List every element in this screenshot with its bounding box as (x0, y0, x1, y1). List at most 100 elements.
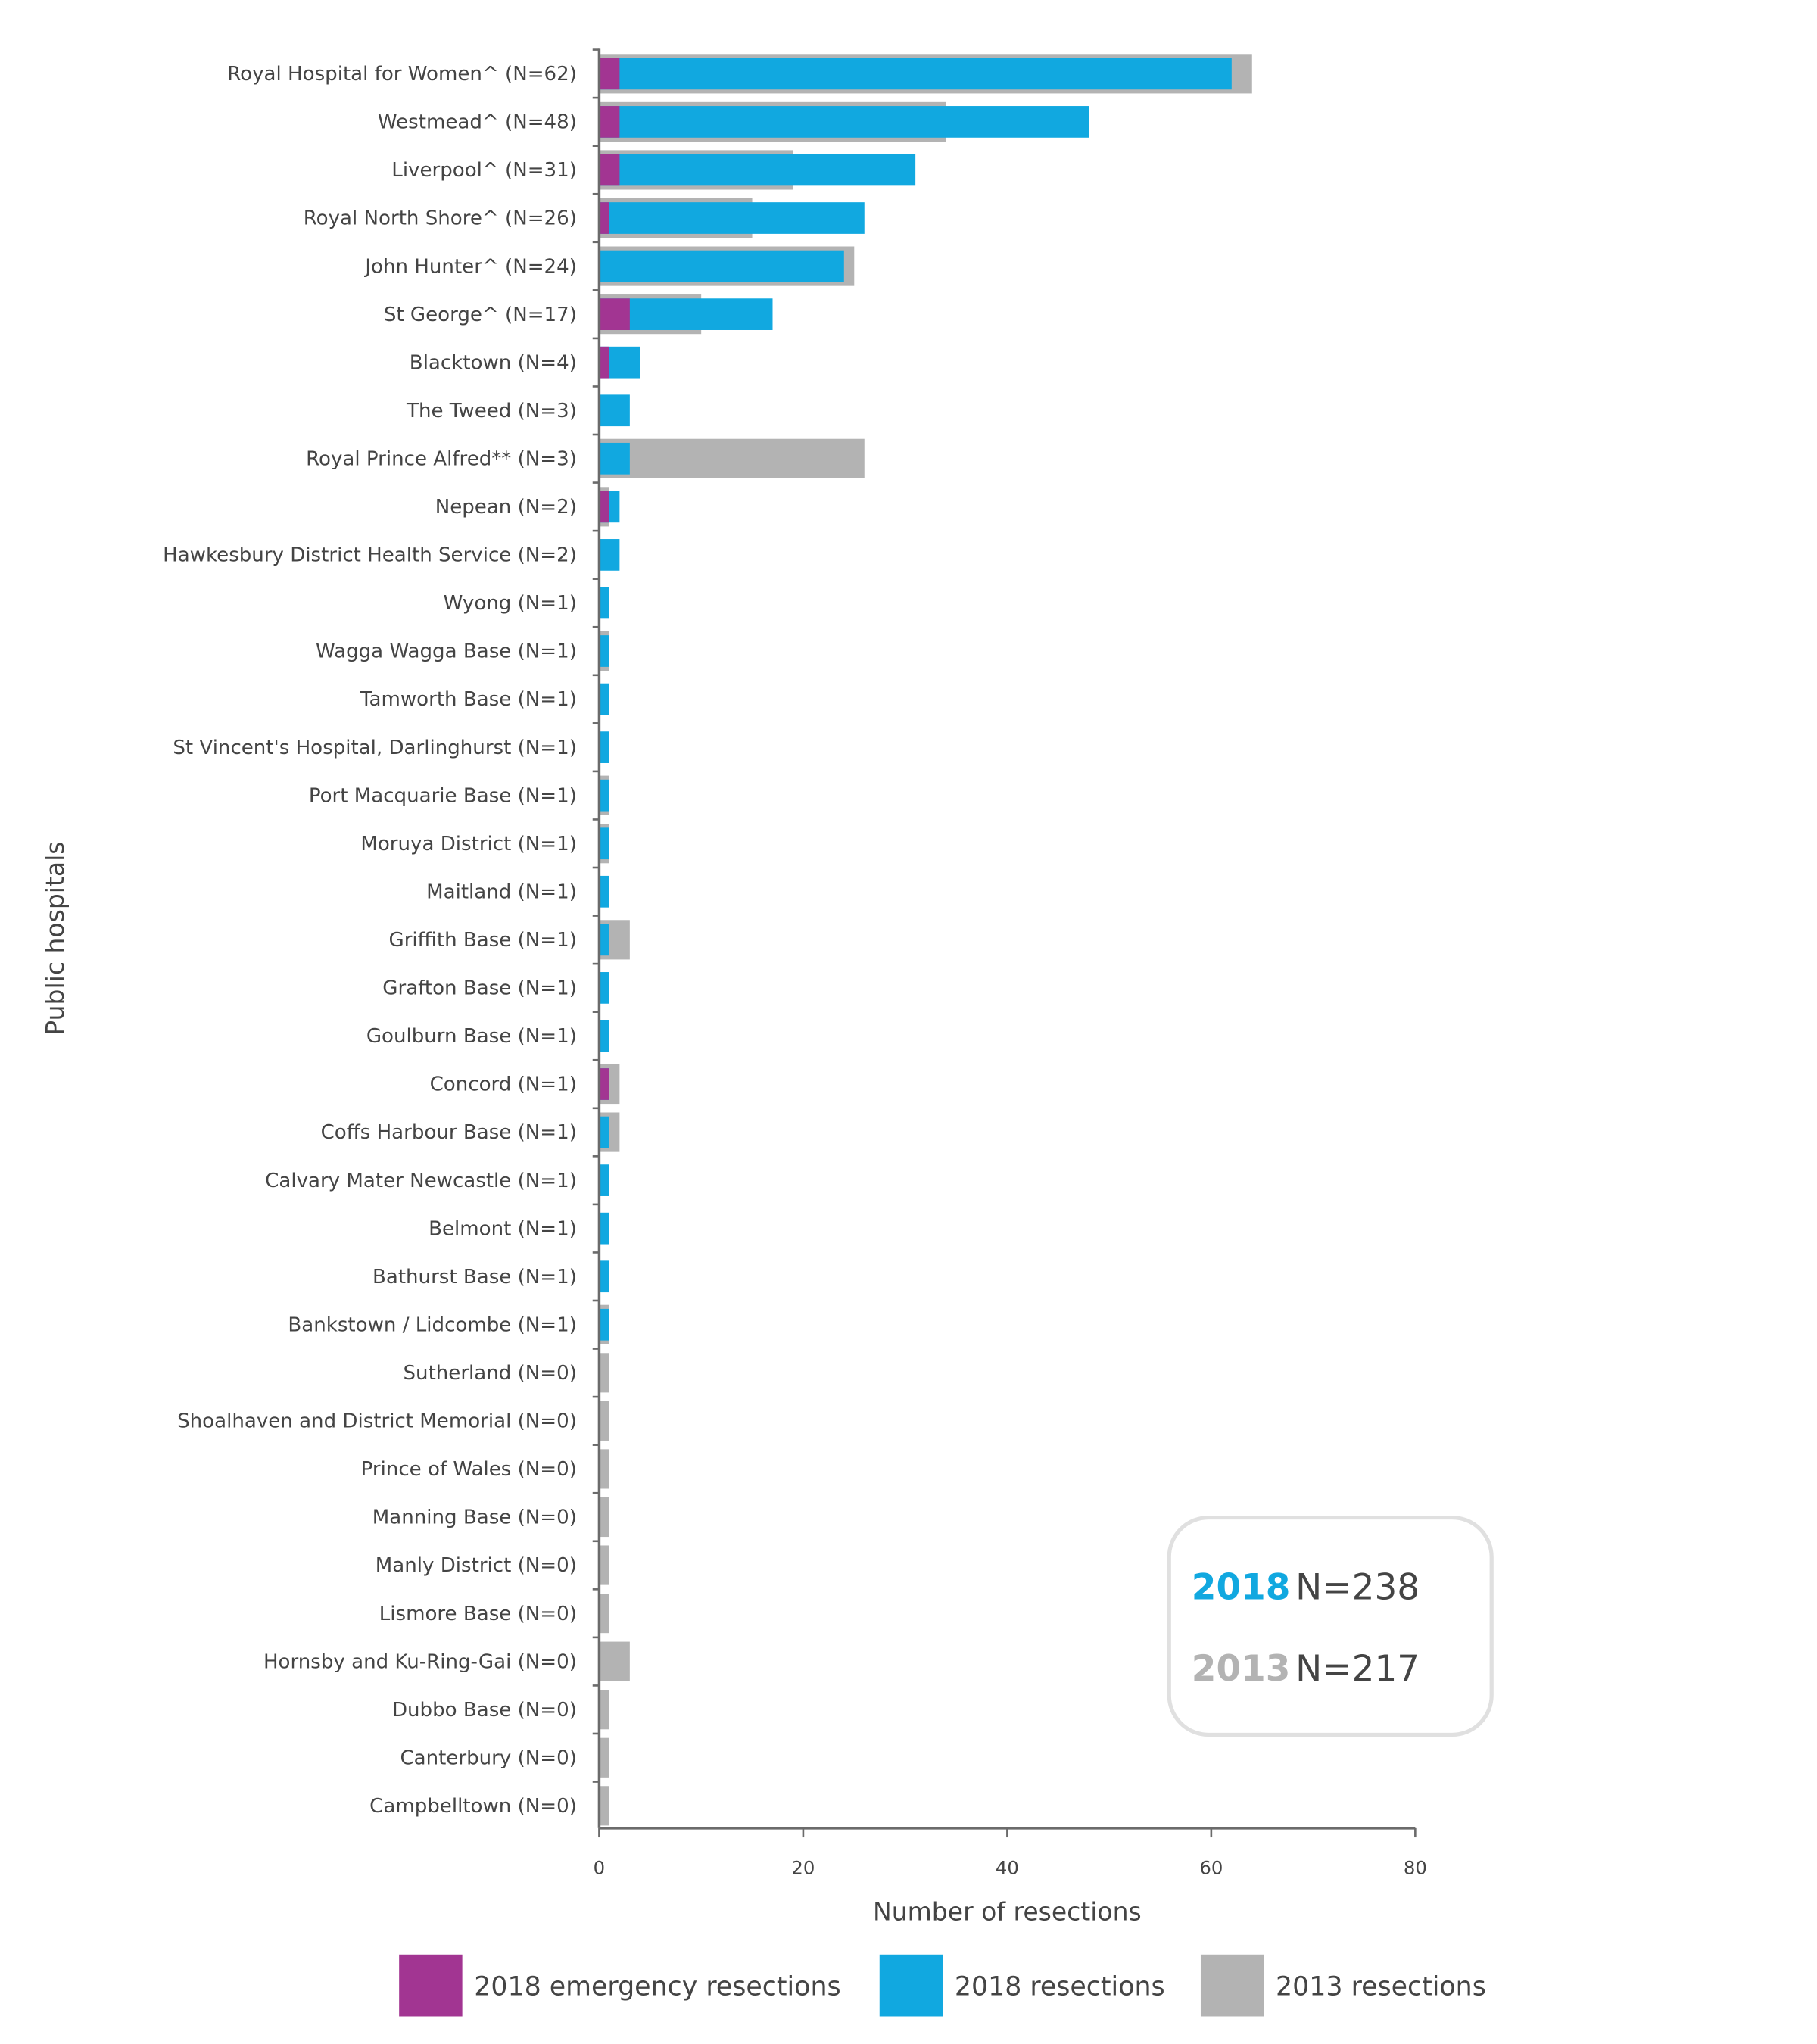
bar-2013-resections (599, 1353, 609, 1393)
category-label: Goulburn Base (N=1) (366, 1025, 577, 1048)
category-label: Sutherland (N=0) (404, 1362, 577, 1385)
legend-label-2018: 2018 resections (955, 1972, 1165, 2002)
x-tick-label: 40 (996, 1857, 1019, 1879)
bar-2018-emergency-resections (599, 202, 609, 234)
category-label: Lismore Base (N=0) (379, 1603, 577, 1625)
bar-2018-resections (599, 683, 609, 715)
bar-2018-resections (599, 539, 620, 571)
bar-2018-emergency-resections (599, 346, 609, 379)
bar-2018-emergency-resections (599, 298, 630, 330)
category-label: Coffs Harbour Base (N=1) (321, 1121, 577, 1144)
summary-n-2013: N=217 (1295, 1648, 1420, 1690)
bars-group (599, 54, 1252, 1826)
category-label: Maitland (N=1) (426, 880, 577, 903)
category-label: Hawkesbury District Health Service (N=2) (163, 544, 577, 567)
y-axis-title: Public hospitals (40, 841, 70, 1035)
category-label: St George^ (N=17) (384, 304, 577, 326)
bar-2018-emergency-resections (599, 1068, 609, 1100)
bar-2018-resections (599, 250, 844, 282)
category-label: Griffith Base (N=1) (389, 929, 577, 952)
bar-2018-resections (599, 875, 609, 908)
category-label: Calvary Mater Newcastle (N=1) (265, 1170, 577, 1192)
x-tick-label: 0 (594, 1857, 605, 1879)
x-tick-label: 20 (791, 1857, 815, 1879)
category-label: Liverpool^ (N=31) (391, 159, 577, 182)
category-label: Hornsby and Ku-Ring-Gai (N=0) (263, 1650, 577, 1673)
bar-2013-resections (599, 1690, 609, 1730)
legend: 2018 emergency resections 2018 resection… (399, 1954, 1486, 2017)
bar-2018-resections (599, 442, 630, 475)
bar-2018-resections (599, 924, 609, 956)
legend-swatch-emergency (399, 1954, 463, 2017)
bar-2018-resections (599, 58, 1232, 90)
bar-2018-resections (599, 972, 609, 1004)
x-axis-title: Number of resections (873, 1897, 1142, 1927)
bar-2018-resections (599, 1260, 609, 1293)
category-label: Nepean (N=2) (435, 496, 577, 519)
legend-label-emergency: 2018 emergency resections (474, 1972, 840, 2002)
category-label: St Vincent's Hospital, Darlinghurst (N=1… (173, 737, 576, 759)
category-label: Canterbury (N=0) (400, 1746, 576, 1769)
legend-label-2013: 2013 resections (1276, 1972, 1486, 2002)
bar-2018-resections (599, 779, 609, 812)
bar-2018-resections (599, 827, 609, 860)
legend-swatch-2013 (1200, 1954, 1264, 2017)
category-label: Westmead^ (N=48) (378, 111, 577, 134)
category-label: John Hunter^ (N=24) (363, 255, 577, 278)
category-label: Port Macquarie Base (N=1) (309, 784, 577, 807)
category-label: Bathurst Base (N=1) (372, 1266, 577, 1288)
bar-2018-resections (599, 1212, 609, 1245)
bar-2018-resections (599, 394, 630, 427)
summary-n-2018: N=238 (1295, 1566, 1420, 1608)
bar-2013-resections (599, 438, 865, 478)
bar-2013-resections (599, 1737, 609, 1778)
bar-2018-resections (599, 635, 609, 667)
bar-2018-emergency-resections (599, 106, 620, 138)
category-label: Bankstown / Lidcombe (N=1) (288, 1313, 576, 1336)
summary-box: 2018 N=238 2013 N=217 (1167, 1515, 1494, 1737)
bar-2013-resections (599, 1786, 609, 1826)
bar-2013-resections (599, 1545, 609, 1585)
x-tick-label: 80 (1404, 1857, 1427, 1879)
x-tick-label: 60 (1199, 1857, 1223, 1879)
bar-2018-resections (599, 202, 865, 234)
bar-2018-resections (599, 106, 1089, 138)
category-label: Shoalhaven and District Memorial (N=0) (177, 1410, 577, 1433)
bar-2013-resections (599, 1594, 609, 1634)
bar-2018-resections (599, 1116, 609, 1148)
category-label: Campbelltown (N=0) (369, 1795, 577, 1818)
bar-2013-resections (599, 1449, 609, 1489)
category-label: The Tweed (N=3) (406, 400, 577, 422)
category-label: Belmont (N=1) (429, 1217, 577, 1240)
bar-2018-resections (599, 1164, 609, 1196)
legend-swatch-2018 (879, 1954, 943, 2017)
bar-2018-emergency-resections (599, 491, 609, 523)
bar-2013-resections (599, 1641, 630, 1681)
category-label: Royal Prince Alfred** (N=3) (306, 447, 577, 470)
category-label: Blacktown (N=4) (410, 351, 577, 374)
bar-2018-resections (599, 731, 609, 763)
category-label: Wagga Wagga Base (N=1) (316, 640, 577, 663)
category-label: Royal Hospital for Women^ (N=62) (227, 63, 577, 86)
category-label: Tamworth Base (N=1) (360, 688, 577, 711)
bar-2018-resections (599, 587, 609, 619)
category-label: Moruya District (N=1) (360, 833, 577, 855)
category-label: Concord (N=1) (430, 1073, 577, 1096)
category-label: Grafton Base (N=1) (382, 977, 577, 1000)
category-label: Prince of Wales (N=0) (361, 1458, 577, 1481)
summary-year-2013: 2013 (1192, 1648, 1291, 1690)
bar-2018-resections (599, 154, 916, 186)
category-label: Dubbo Base (N=0) (392, 1699, 577, 1722)
bar-2013-resections (599, 1401, 609, 1441)
category-label: Wyong (N=1) (444, 592, 577, 615)
category-labels: Royal Hospital for Women^ (N=62) Westmead… (163, 48, 600, 1818)
bar-2018-emergency-resections (599, 58, 620, 90)
bar-2018-resections (599, 1020, 609, 1052)
x-ticks: 0 20 40 60 80 (594, 1827, 1427, 1879)
bar-2018-resections (599, 1308, 609, 1341)
summary-year-2018: 2018 (1192, 1566, 1291, 1608)
category-label: Royal North Shore^ (N=26) (304, 207, 577, 230)
category-label: Manly District (N=0) (376, 1554, 577, 1577)
category-label: Manning Base (N=0) (372, 1507, 577, 1529)
